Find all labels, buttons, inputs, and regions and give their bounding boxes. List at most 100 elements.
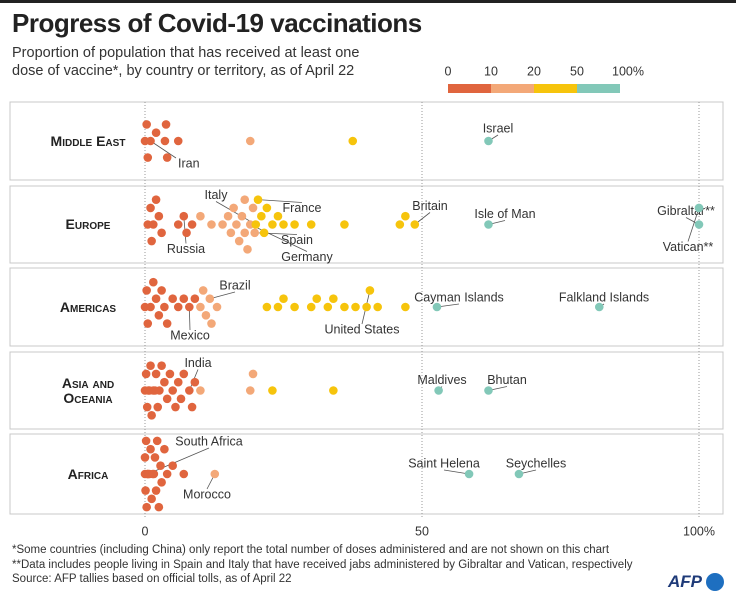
- dot: [218, 220, 227, 229]
- dot: [160, 377, 169, 387]
- dot: [273, 302, 283, 312]
- dot: [142, 120, 151, 129]
- dot: [268, 386, 277, 395]
- dot: [146, 444, 155, 454]
- dot: [149, 277, 158, 287]
- dot: [160, 444, 169, 454]
- dot: [373, 302, 382, 312]
- legend-label: 20: [527, 64, 541, 78]
- top-bar: [0, 0, 736, 3]
- dot: [279, 294, 288, 304]
- group-label: Middle East: [50, 132, 126, 149]
- dot: [234, 236, 244, 246]
- dot: [147, 411, 156, 420]
- dot: [179, 211, 189, 221]
- dot: [201, 310, 211, 320]
- dot: [162, 394, 172, 404]
- point-label: Falkland Islands: [559, 290, 649, 304]
- dot: [484, 136, 493, 146]
- dot: [210, 469, 220, 479]
- dot: [243, 245, 252, 254]
- point-label: United States: [324, 322, 399, 336]
- legend-label: 0: [445, 64, 452, 78]
- dot: [395, 220, 405, 229]
- dot: [146, 361, 155, 370]
- dot: [348, 136, 358, 146]
- row-panel: [9, 433, 724, 515]
- dot: [149, 220, 158, 229]
- dot: [207, 319, 216, 328]
- dot: [190, 294, 200, 304]
- x-tick-label: 100%: [683, 524, 715, 538]
- group-label: Asia and Oceania: [61, 374, 115, 406]
- dot: [151, 294, 161, 304]
- legend-swatch: [448, 84, 491, 93]
- dot: [156, 461, 165, 471]
- dot: [154, 310, 164, 320]
- dot: [141, 486, 150, 495]
- dot: [410, 220, 420, 229]
- dot: [196, 302, 205, 312]
- point-label: Iran: [178, 156, 200, 170]
- leader-line: [257, 199, 303, 203]
- leader-line: [250, 224, 308, 252]
- point-label: Cayman Islands: [414, 290, 504, 304]
- dot: [179, 294, 189, 304]
- dot: [160, 302, 169, 312]
- dot: [257, 211, 266, 221]
- dot: [168, 461, 177, 471]
- footnote: *Some countries (including China) only r…: [12, 544, 610, 556]
- dot: [262, 302, 272, 312]
- point-label: Italy: [205, 188, 229, 202]
- dot: [237, 211, 247, 221]
- leader-line: [147, 447, 210, 475]
- chart-title: Progress of Covid-19 vaccinations: [12, 8, 422, 38]
- dot: [694, 220, 704, 229]
- dot: [179, 469, 189, 479]
- dot: [196, 211, 205, 221]
- dot: [143, 153, 153, 162]
- dot: [171, 402, 180, 412]
- dot: [160, 136, 170, 146]
- dot: [401, 211, 410, 221]
- point-label: Seychelles: [506, 456, 566, 470]
- dot: [207, 220, 216, 229]
- dot: [151, 486, 161, 495]
- dot: [262, 203, 272, 213]
- dot: [694, 203, 704, 213]
- dot: [290, 302, 299, 312]
- dot: [165, 369, 175, 379]
- point-label: Morocco: [183, 487, 231, 501]
- point-label: Saint Helena: [408, 456, 480, 470]
- leader-line: [150, 140, 177, 159]
- dot: [168, 294, 177, 304]
- point-label: Isle of Man: [474, 207, 535, 221]
- dot: [140, 453, 150, 462]
- point-label: Israel: [483, 121, 514, 135]
- point-label: Maldives: [417, 373, 466, 387]
- point-label: France: [283, 201, 322, 215]
- group-label: Africa: [67, 465, 109, 482]
- dot: [152, 436, 162, 446]
- dot: [150, 453, 160, 462]
- dot: [141, 436, 151, 446]
- dot: [245, 386, 255, 395]
- dot: [259, 228, 269, 238]
- dot: [143, 319, 153, 328]
- dot: [146, 302, 155, 312]
- dot: [323, 302, 333, 312]
- point-label: Russia: [167, 242, 205, 256]
- dot: [173, 220, 183, 229]
- row-panel: [9, 185, 724, 264]
- dot: [154, 211, 164, 221]
- dot: [168, 386, 177, 395]
- dot: [434, 386, 443, 395]
- dot: [162, 469, 172, 479]
- dot: [240, 228, 250, 238]
- dot: [185, 302, 194, 312]
- dot: [226, 228, 236, 238]
- dot: [198, 286, 208, 295]
- point-label: Britain: [412, 199, 447, 213]
- dot: [273, 211, 283, 221]
